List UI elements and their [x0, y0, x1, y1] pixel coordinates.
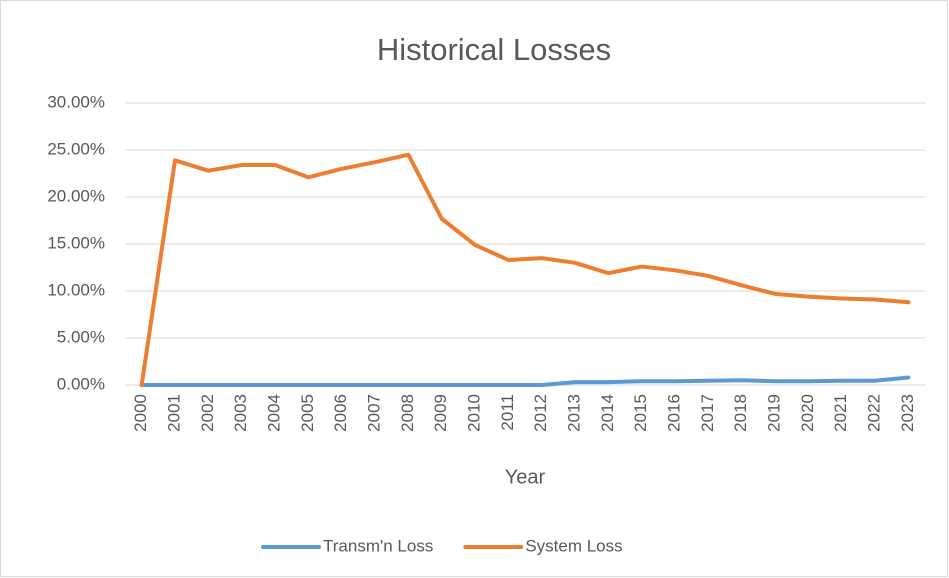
x-tick-label: 2020	[798, 394, 817, 432]
x-tick-label: 2000	[131, 394, 150, 432]
x-tick-label: 2022	[864, 394, 883, 432]
x-tick-label: 2003	[231, 394, 250, 432]
x-tick-label: 2009	[431, 394, 450, 432]
x-tick-label: 2023	[898, 394, 917, 432]
x-tick-label: 2005	[298, 394, 317, 432]
x-tick-label: 2002	[198, 394, 217, 432]
chart-title: Historical Losses	[377, 32, 611, 67]
y-tick-label: 25.00%	[47, 139, 105, 158]
x-tick-label: 2018	[731, 394, 750, 432]
y-tick-label: 15.00%	[47, 233, 105, 252]
x-axis-label: Year	[505, 466, 546, 488]
x-tick-label: 2013	[564, 394, 583, 432]
x-tick-label: 2015	[631, 394, 650, 432]
x-tick-label: 2021	[831, 394, 850, 432]
y-tick-label: 20.00%	[47, 186, 105, 205]
y-tick-label: 0.00%	[57, 374, 105, 393]
x-tick-label: 2017	[698, 394, 717, 432]
x-tick-label: 2011	[498, 394, 517, 431]
x-tick-label: 2012	[531, 394, 550, 432]
y-tick-label: 30.00%	[47, 92, 105, 111]
x-tick-label: 2006	[331, 394, 350, 432]
x-tick-label: 2004	[264, 394, 283, 432]
y-tick-label: 5.00%	[57, 327, 105, 346]
x-tick-label: 2014	[598, 394, 617, 432]
legend-label: Transm'n Loss	[323, 536, 433, 555]
series-line	[139, 375, 911, 387]
legend-label: System Loss	[525, 536, 622, 555]
y-tick-label: 10.00%	[47, 280, 105, 299]
x-tick-label: 2008	[398, 394, 417, 432]
x-tick-label: 2010	[464, 394, 483, 432]
x-tick-label: 2019	[764, 394, 783, 432]
x-tick-label: 2016	[664, 394, 683, 432]
series-line	[139, 152, 911, 387]
x-tick-label: 2001	[164, 394, 183, 432]
x-tick-label: 2007	[364, 394, 383, 432]
